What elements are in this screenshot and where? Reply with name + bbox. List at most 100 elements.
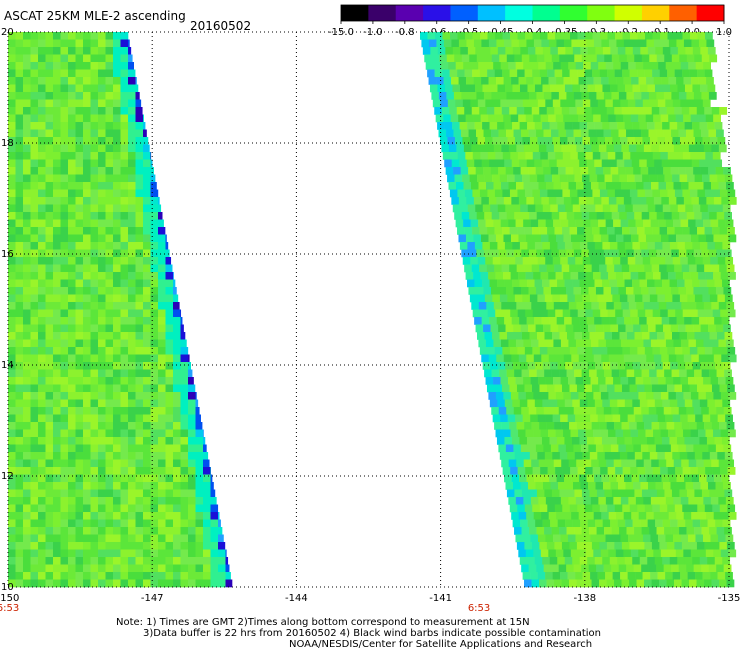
swath-cell [98, 62, 106, 70]
swath-cell [704, 347, 713, 355]
swath-cell [598, 219, 606, 228]
swath-cell [566, 564, 574, 573]
swath-cell [481, 77, 489, 85]
swath-cell [576, 107, 585, 115]
swath-cell [165, 242, 169, 250]
swath-cell [602, 557, 611, 565]
swath-cell [728, 392, 737, 400]
swath-cell [555, 114, 564, 123]
swath-cell [695, 219, 704, 228]
swath-cell [559, 332, 568, 340]
swath-cell [495, 392, 504, 400]
swath-cell [468, 92, 477, 100]
swath-cell [636, 384, 645, 393]
swath-cell [479, 227, 488, 235]
swath-cell [495, 32, 503, 40]
swath-cell [517, 309, 526, 318]
swath-cell [674, 189, 683, 198]
swath-cell [120, 47, 129, 55]
swath-cell [135, 159, 144, 168]
swath-cell [575, 257, 584, 265]
swath-cell [698, 429, 706, 438]
swath-cell [143, 392, 151, 400]
swath-cell [143, 219, 151, 228]
swath-cell [83, 474, 91, 483]
swath-cell [648, 482, 656, 490]
swath-cell [120, 92, 129, 100]
swath-cell [150, 332, 159, 340]
swath-cell [661, 354, 670, 363]
colorbar-segment [368, 5, 397, 21]
swath-cell [481, 197, 490, 205]
swath-cell [143, 287, 151, 295]
swath-cell [23, 137, 31, 145]
swath-cell [522, 452, 531, 460]
swath-cell [135, 174, 144, 183]
swath-cell [697, 189, 706, 198]
swath-cell [120, 287, 129, 295]
swath-cell [480, 272, 489, 280]
swath-cell [75, 152, 84, 160]
swath-cell [98, 339, 106, 348]
swath-cell [83, 354, 91, 363]
swath-cell [546, 422, 555, 430]
swath-cell [188, 377, 194, 385]
swath-cell [705, 272, 714, 280]
swath-cell [716, 212, 725, 220]
swath-cell [165, 512, 174, 520]
swath-cell [664, 294, 673, 303]
swath-cell [612, 572, 621, 580]
swath-cell [578, 354, 587, 363]
swath-cell [90, 167, 99, 175]
swath-cell [635, 257, 644, 265]
swath-cell [696, 107, 705, 115]
swath-cell [23, 519, 31, 528]
swath-cell [105, 77, 114, 85]
swath-cell [584, 107, 593, 115]
swath-cell [143, 332, 151, 340]
swath-cell [128, 294, 136, 303]
swath-cell [203, 467, 211, 475]
swath-cell [135, 129, 144, 138]
swath-cell [75, 474, 84, 483]
colorbar-segment [614, 5, 643, 21]
swath-cell [553, 302, 562, 310]
swath-cell [45, 512, 54, 520]
swath-cell [128, 339, 136, 348]
swath-cell [195, 482, 204, 490]
swath-cell [535, 47, 544, 55]
swath-cell [571, 474, 580, 483]
swath-cell [687, 137, 696, 145]
swath-cell [528, 287, 537, 295]
swath-cell [105, 527, 114, 535]
swath-cell [463, 144, 472, 153]
swath-cell [633, 129, 642, 138]
swath-cell [45, 527, 54, 535]
swath-cell [113, 489, 121, 498]
swath-cell [23, 54, 31, 63]
swath-cell [634, 332, 643, 340]
swath-cell [105, 234, 114, 243]
swath-cell [723, 249, 732, 258]
swath-cell [581, 249, 590, 258]
swath-cell [45, 129, 54, 138]
swath-cell [574, 212, 582, 220]
swath-cell [561, 302, 570, 310]
swath-cell [536, 407, 545, 415]
swath-cell [491, 407, 500, 415]
swath-cell [632, 242, 641, 250]
swath-cell [471, 182, 479, 190]
swath-cell [459, 122, 468, 130]
swath-cell [38, 294, 46, 303]
swath-cell [75, 339, 84, 348]
colorbar-segment [423, 5, 451, 21]
swath-cell [610, 444, 619, 453]
swath-cell [609, 279, 618, 288]
swath-cell [499, 452, 508, 460]
swath-cell [687, 332, 695, 340]
swath-cell [668, 392, 677, 400]
swath-cell [705, 309, 714, 318]
swath-cell [158, 564, 166, 573]
swath-cell [180, 407, 189, 415]
swath-cell [608, 272, 616, 280]
